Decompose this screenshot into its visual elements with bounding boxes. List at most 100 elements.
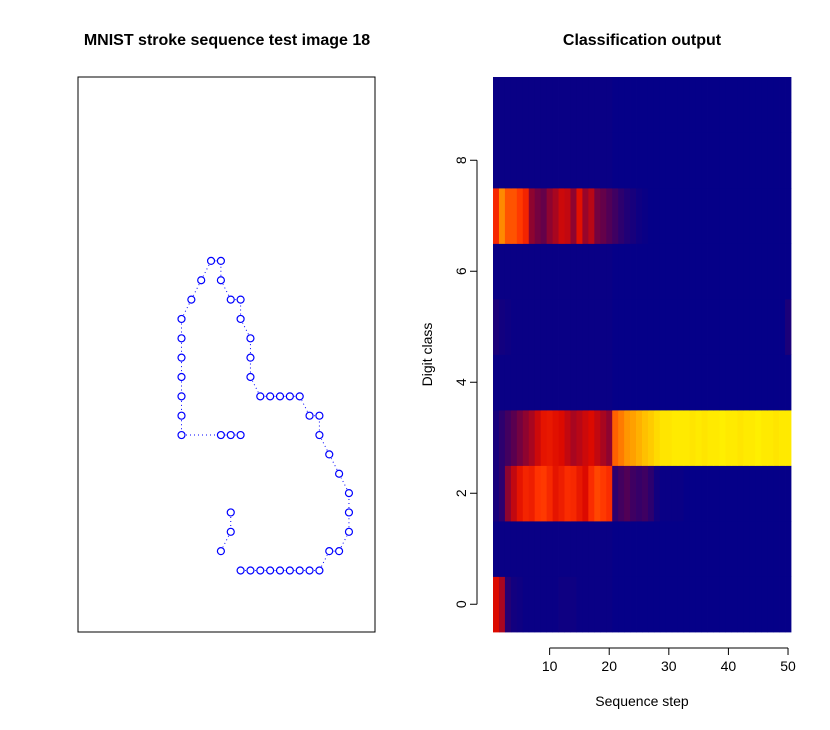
heatmap-cell xyxy=(695,132,702,189)
heatmap-cell xyxy=(504,188,512,244)
heatmap-cell xyxy=(630,576,637,633)
heatmap-cell xyxy=(528,465,536,522)
heatmap-cell xyxy=(642,521,649,577)
heatmap-cell xyxy=(779,77,786,133)
heatmap-cell xyxy=(510,188,518,244)
heatmap-cell xyxy=(564,188,571,244)
heatmap-cell xyxy=(665,299,673,355)
heatmap-cell xyxy=(498,77,506,133)
heatmap-cell xyxy=(653,299,661,355)
heatmap-cell xyxy=(636,410,643,466)
stroke-point xyxy=(344,489,354,498)
heatmap-cell xyxy=(755,77,762,133)
heatmap-cell xyxy=(522,243,530,300)
heatmap-cell xyxy=(600,465,607,522)
heatmap-cell xyxy=(713,410,720,466)
heatmap-cell xyxy=(630,77,637,133)
heatmap-cell xyxy=(683,410,691,466)
heatmap-cell xyxy=(785,132,792,189)
heatmap-cell xyxy=(725,410,732,466)
heatmap-cell xyxy=(564,465,571,522)
y-tick-label: 6 xyxy=(453,267,469,275)
heatmap-cell xyxy=(683,465,691,522)
heatmap-cell xyxy=(713,354,720,411)
heatmap-cell xyxy=(695,521,702,577)
heatmap-cell xyxy=(552,188,559,244)
heatmap-cell xyxy=(582,77,589,133)
stroke-path xyxy=(181,260,350,571)
heatmap-cell xyxy=(606,465,613,522)
heatmap-cell xyxy=(558,576,565,633)
heatmap-cell xyxy=(576,243,583,300)
heatmap-cell xyxy=(558,521,565,577)
stroke-point xyxy=(226,295,235,304)
heatmap-cell xyxy=(689,299,697,355)
heatmap-cell xyxy=(743,243,750,300)
stroke-point xyxy=(216,256,225,265)
heatmap-cell xyxy=(540,521,548,577)
heatmap-cell xyxy=(785,188,792,244)
heatmap-cell xyxy=(671,410,679,466)
heatmap-cell xyxy=(779,410,786,466)
stroke-segment xyxy=(320,438,328,451)
heatmap-cell xyxy=(713,188,720,244)
heatmap-cell xyxy=(516,465,524,522)
heatmap-cell xyxy=(630,299,637,355)
heatmap-cell xyxy=(570,132,577,189)
heatmap-cell xyxy=(540,354,548,411)
heatmap-cell xyxy=(618,188,625,244)
heatmap-cell xyxy=(594,521,601,577)
heatmap-cell xyxy=(701,354,708,411)
heatmap-cell xyxy=(773,354,780,411)
heatmap-cell xyxy=(564,243,571,300)
heatmap-cell xyxy=(546,465,553,522)
heatmap-cell xyxy=(683,521,691,577)
heatmap-cell xyxy=(653,132,661,189)
heatmap-cell xyxy=(671,465,679,522)
heatmap-cell xyxy=(695,77,702,133)
heatmap-cell xyxy=(570,77,577,133)
heatmap-cell xyxy=(755,576,762,633)
heatmap-cell xyxy=(749,354,756,411)
heatmap-cell xyxy=(558,410,565,466)
heatmap-cell xyxy=(767,243,774,300)
heatmap-cell xyxy=(528,188,536,244)
heatmap-cell xyxy=(630,243,637,300)
heatmap-cell xyxy=(600,132,607,189)
heatmap-cell xyxy=(683,132,691,189)
heatmap-cell xyxy=(636,521,643,577)
heatmap-cell xyxy=(642,410,649,466)
stroke-segment xyxy=(340,535,348,548)
heatmap-cell xyxy=(671,576,679,633)
heatmap-cell xyxy=(677,299,685,355)
stroke-segment xyxy=(183,303,190,316)
heatmap-cell xyxy=(647,521,655,577)
heatmap-cell xyxy=(689,132,697,189)
heatmap-cell xyxy=(546,354,553,411)
heatmap-cell xyxy=(606,521,613,577)
heatmap-cell xyxy=(510,465,518,522)
x-tick-label: 10 xyxy=(542,658,558,674)
heatmap-cell xyxy=(570,410,577,466)
heatmap-cell xyxy=(546,521,553,577)
heatmap-cell xyxy=(713,576,720,633)
heatmap-cell xyxy=(647,299,655,355)
heatmap-cell xyxy=(558,465,565,522)
heatmap-cell xyxy=(606,188,613,244)
stroke-point xyxy=(236,430,245,440)
heatmap-cell xyxy=(761,77,768,133)
heatmap-cell xyxy=(701,132,708,189)
heatmap-cell xyxy=(636,354,643,411)
heatmap-cell xyxy=(761,576,768,633)
heatmap-cell xyxy=(707,243,714,300)
heatmap-cell xyxy=(498,243,506,300)
heatmap-cell xyxy=(594,410,601,466)
stroke-points xyxy=(177,256,354,575)
heatmap-cell xyxy=(594,354,601,411)
heatmap-cell xyxy=(558,299,565,355)
stroke-point xyxy=(315,566,324,575)
heatmap-cell xyxy=(743,299,750,355)
heatmap-cell xyxy=(636,465,643,522)
heatmap-cell xyxy=(546,410,553,466)
